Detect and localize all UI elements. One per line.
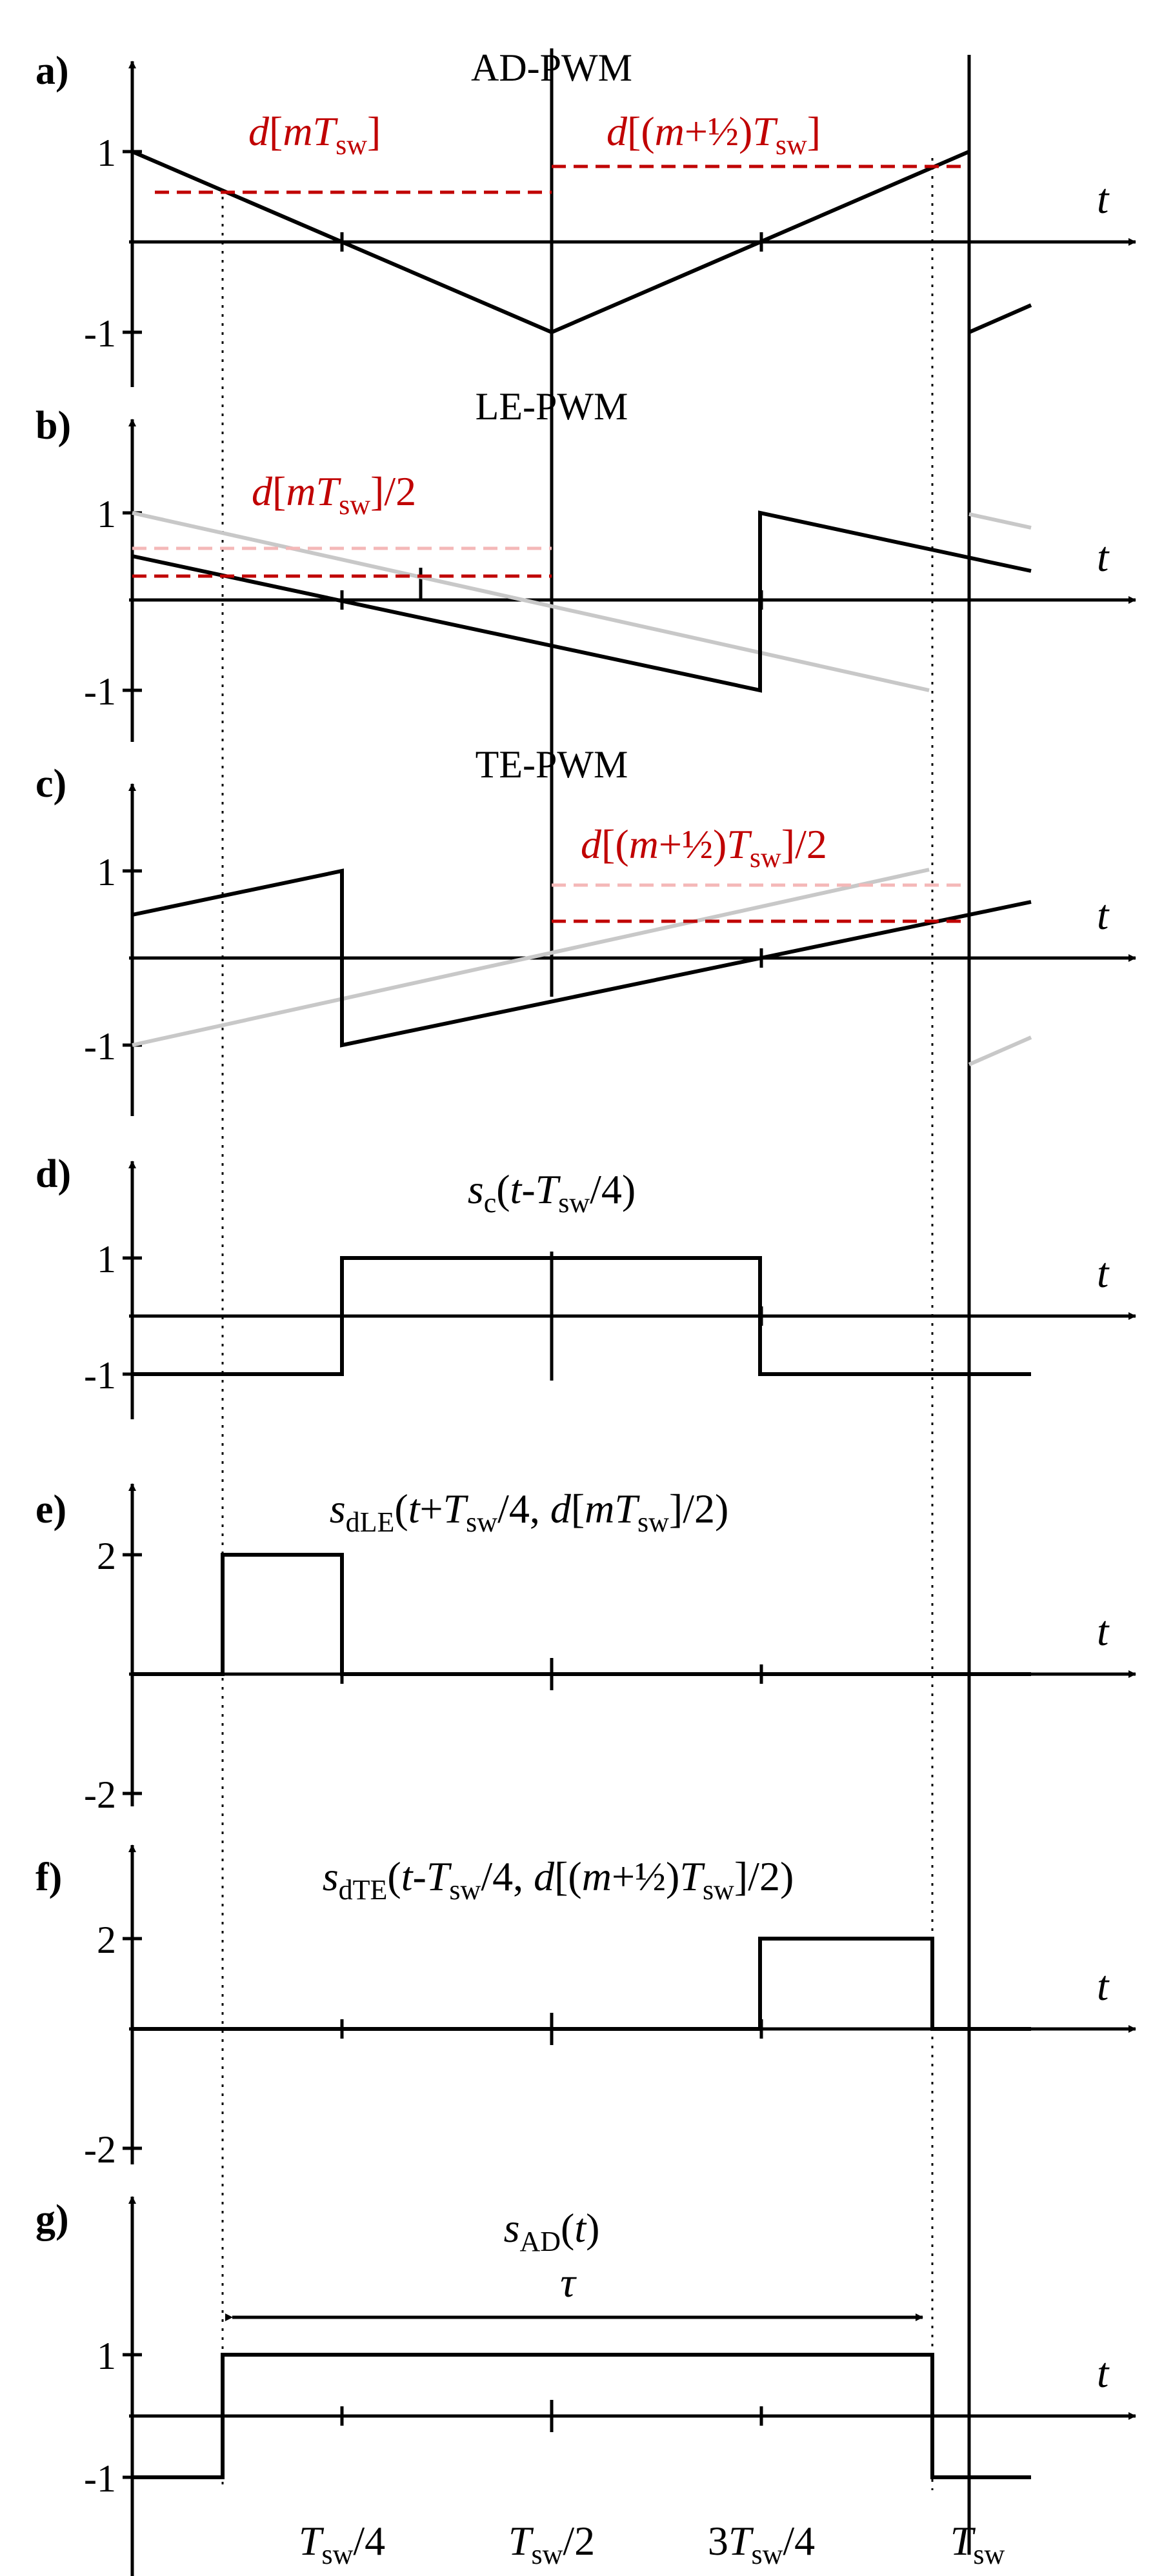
panel-c-te-pwm <box>132 868 1032 1066</box>
xtick-tsw-quarter: Tsw/4 <box>299 2518 385 2570</box>
ytick-g-neg: -1 <box>84 2457 116 2500</box>
axis-var-f: t <box>1097 1962 1110 2010</box>
ytick-c-pos: 1 <box>97 851 116 894</box>
ytick-e-neg: -2 <box>84 1773 116 1816</box>
ad-carrier <box>131 150 970 335</box>
sad-label: sAD(t) <box>504 2205 600 2257</box>
axis-var-c: t <box>1097 892 1110 939</box>
sc-label: sc(t-Tsw/4) <box>468 1166 636 1219</box>
panel-b-le-pwm <box>132 510 1032 693</box>
ytick-c-neg: -1 <box>84 1025 116 1068</box>
le-duty-label: d[mTsw]/2 <box>252 468 416 521</box>
xtick-tsw: Tsw <box>950 2518 1005 2570</box>
ad-carrier-continue <box>968 303 1032 334</box>
tau-label: τ <box>560 2259 577 2306</box>
le-gray-carrier-continue <box>968 512 1032 530</box>
panel-letter-f: f) <box>35 1855 62 1899</box>
ytick-f-neg: -2 <box>84 2128 116 2171</box>
ytick-g-pos: 1 <box>97 2335 116 2377</box>
sdte-label: sdTE(t-Tsw/4, d[(m+½)Tsw]/2) <box>323 1853 794 1906</box>
sdle-label: sdLE(t+Tsw/4, d[mTsw]/2) <box>330 1486 729 1538</box>
ytick-d-neg: -1 <box>84 1354 116 1397</box>
panel-letter-c: c) <box>35 762 66 806</box>
title-te-pwm: TE-PWM <box>476 743 628 786</box>
axis-var-g: t <box>1097 2350 1110 2397</box>
ytick-b-neg: -1 <box>84 670 116 713</box>
ytick-a-pos: 1 <box>97 132 116 174</box>
te-duty-label: d[(m+½)Tsw]/2 <box>581 821 827 874</box>
panel-letter-g: g) <box>35 2197 69 2241</box>
le-gray-carrier <box>132 511 930 692</box>
panel-letter-b: b) <box>35 404 71 448</box>
ad-duty-right-label: d[(m+½)Tsw] <box>607 108 821 161</box>
te-gray-carrier <box>132 868 930 1047</box>
te-carrier <box>132 868 1032 1048</box>
ytick-e-pos: 2 <box>97 1535 116 1577</box>
title-ad-pwm: AD-PWM <box>471 46 632 89</box>
axis-var-a: t <box>1097 175 1110 223</box>
ytick-a-neg: -1 <box>84 312 116 355</box>
dotted-guides <box>221 158 934 2490</box>
axis-var-d: t <box>1097 1250 1110 1297</box>
xtick-tsw-three-quarter: 3Tsw/4 <box>708 2518 815 2570</box>
ytick-f-pos: 2 <box>97 1919 116 1961</box>
te-gray-carrier-continue <box>968 1035 1032 1066</box>
panel-letter-e: e) <box>35 1488 66 1532</box>
panel-letter-a: a) <box>35 49 69 93</box>
ytick-d-pos: 1 <box>97 1238 116 1281</box>
ytick-b-pos: 1 <box>97 493 116 535</box>
axis-var-e: t <box>1097 1608 1110 1655</box>
panel-letter-d: d) <box>35 1152 71 1196</box>
panel-a-ad-pwm <box>131 150 1032 335</box>
axes <box>123 61 1136 2576</box>
sdle-waveform <box>132 1553 1031 1676</box>
sad-waveform <box>132 2353 1031 2479</box>
le-carrier <box>132 510 1032 693</box>
title-le-pwm: LE-PWM <box>476 385 628 428</box>
sc-waveform <box>132 1256 1031 1376</box>
ad-duty-left-label: d[mTsw] <box>248 108 381 161</box>
xtick-tsw-half: Tsw/2 <box>508 2518 595 2570</box>
axis-var-b: t <box>1097 534 1110 581</box>
sdte-waveform <box>132 1937 1031 2031</box>
